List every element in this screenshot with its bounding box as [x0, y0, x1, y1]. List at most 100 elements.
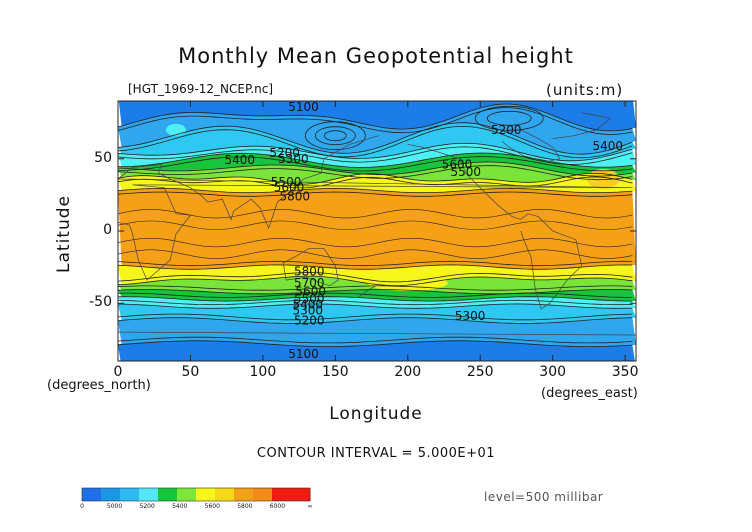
y-tick-label: 50 — [94, 149, 112, 166]
units-label: (units:m) — [546, 81, 624, 99]
x-tick-label: 200 — [394, 364, 422, 380]
coastline-segment — [552, 112, 612, 139]
contour-line-tropics — [118, 220, 633, 230]
contour-label: 5200 — [491, 123, 522, 137]
x-axis-label: Longitude — [329, 404, 423, 424]
contour-line-tropics — [118, 238, 633, 248]
colorbar-swatch — [120, 488, 140, 501]
coastline-segment — [358, 285, 377, 298]
coastline-segment — [118, 135, 379, 230]
colorbar-label: 6000 — [269, 503, 286, 510]
contour-label: 5100 — [288, 347, 319, 361]
x-tick-label: 50 — [181, 364, 200, 380]
contour-interval: CONTOUR INTERVAL = 5.000E+01 — [256, 446, 496, 461]
colorbar-swatch — [215, 488, 235, 501]
contour-lines — [118, 103, 633, 348]
contour-line — [118, 172, 633, 185]
x-unit-label: (degrees_east) — [541, 386, 638, 401]
contour-line — [118, 317, 633, 324]
colorbar-label: 5600 — [204, 503, 220, 510]
file-label: [HGT_1969-12_NCEP.nc] — [128, 82, 274, 96]
field-band-north-5000-5200 — [118, 104, 636, 155]
contour-line — [118, 336, 633, 344]
contour-label: 5200 — [294, 314, 325, 328]
coastline-antarctica — [118, 331, 636, 336]
contour-line — [118, 107, 633, 135]
contour-label: 5800 — [279, 189, 310, 203]
contour-line — [118, 165, 633, 181]
contour-line — [118, 122, 633, 155]
colorbar-label: 5200 — [139, 503, 155, 510]
colorbar-label: 5000 — [106, 503, 123, 510]
colorbar-label: 0 — [80, 503, 84, 510]
field-band-tropics — [118, 188, 636, 270]
colorbar-frame — [81, 487, 311, 502]
contour-closed-low — [304, 121, 366, 151]
contour-line-tropics — [118, 249, 633, 259]
contour-line — [118, 126, 633, 159]
field-band-south-5400-5500 — [118, 296, 636, 309]
colorbar-swatch — [139, 488, 159, 501]
y-unit-label: (degrees_north) — [47, 378, 151, 393]
axis-ticks — [117, 101, 636, 361]
contour-line — [118, 275, 633, 287]
colorbar-swatch — [158, 488, 178, 501]
contour-label: 5400 — [592, 139, 623, 153]
contour-line — [118, 187, 633, 194]
contour-line — [118, 264, 633, 270]
field-band-north-below-5000 — [118, 101, 636, 131]
contour-label: 5400 — [224, 153, 255, 167]
coastline-segment — [282, 247, 339, 287]
x-tick-label: 100 — [249, 364, 277, 380]
x-tick-label: 250 — [466, 364, 494, 380]
contour-line — [118, 303, 633, 309]
contour-line — [118, 260, 633, 267]
contour-label: 5500 — [450, 165, 481, 179]
contour-line — [118, 313, 633, 321]
colorbar-swatch — [101, 488, 121, 501]
x-tick-label: 300 — [539, 364, 567, 380]
colorbar-label: 5800 — [237, 503, 253, 510]
contour-line — [118, 296, 633, 302]
contour-label: 5400 — [293, 298, 324, 312]
field-band-south-5200-5400 — [118, 303, 636, 324]
contour-line — [118, 176, 633, 189]
contour-label: 5100 — [288, 100, 319, 114]
colorbar — [81, 487, 311, 502]
contour-closed-low — [323, 130, 347, 142]
contour-line — [118, 142, 633, 162]
level-label: level=500 millibar — [484, 490, 604, 504]
field-band-north-5500-5600 — [118, 153, 636, 177]
chart-title: Monthly Mean Geopotential height — [178, 44, 574, 68]
field-band-north-5200-5400 — [118, 122, 636, 161]
contour-label: 5800 — [294, 264, 325, 278]
contour-closed-low — [474, 105, 544, 131]
contour-label: 5300 — [455, 309, 486, 323]
contour-label: 5500 — [294, 292, 325, 306]
colorbar-label: 5400 — [172, 503, 188, 510]
contour-label: 5600 — [295, 285, 326, 299]
contour-line — [118, 289, 633, 295]
colorbar-swatch — [234, 488, 254, 501]
contour-line — [118, 272, 633, 283]
contour-line — [118, 292, 633, 298]
contour-line — [118, 161, 633, 177]
colorbar-swatch — [196, 488, 216, 501]
field-blob-atlantic-ridge — [587, 169, 620, 189]
contour-label: 5200 — [269, 146, 300, 160]
coastline-segment — [407, 143, 583, 310]
colorbar-swatch — [177, 488, 197, 501]
coastline-segment — [118, 178, 633, 281]
contour-line — [118, 146, 633, 165]
contour-line — [118, 340, 633, 348]
contour-line — [118, 152, 633, 168]
contour-label: 5500 — [271, 175, 302, 189]
contour-closed-low — [314, 126, 356, 146]
contour-line — [118, 299, 633, 306]
contour-line — [118, 103, 633, 132]
x-tick-label: 350 — [611, 364, 639, 380]
x-tick-label: 0 — [113, 364, 123, 380]
colorbar-swatch — [82, 488, 102, 501]
field-band-south-5700-5800 — [118, 264, 636, 286]
